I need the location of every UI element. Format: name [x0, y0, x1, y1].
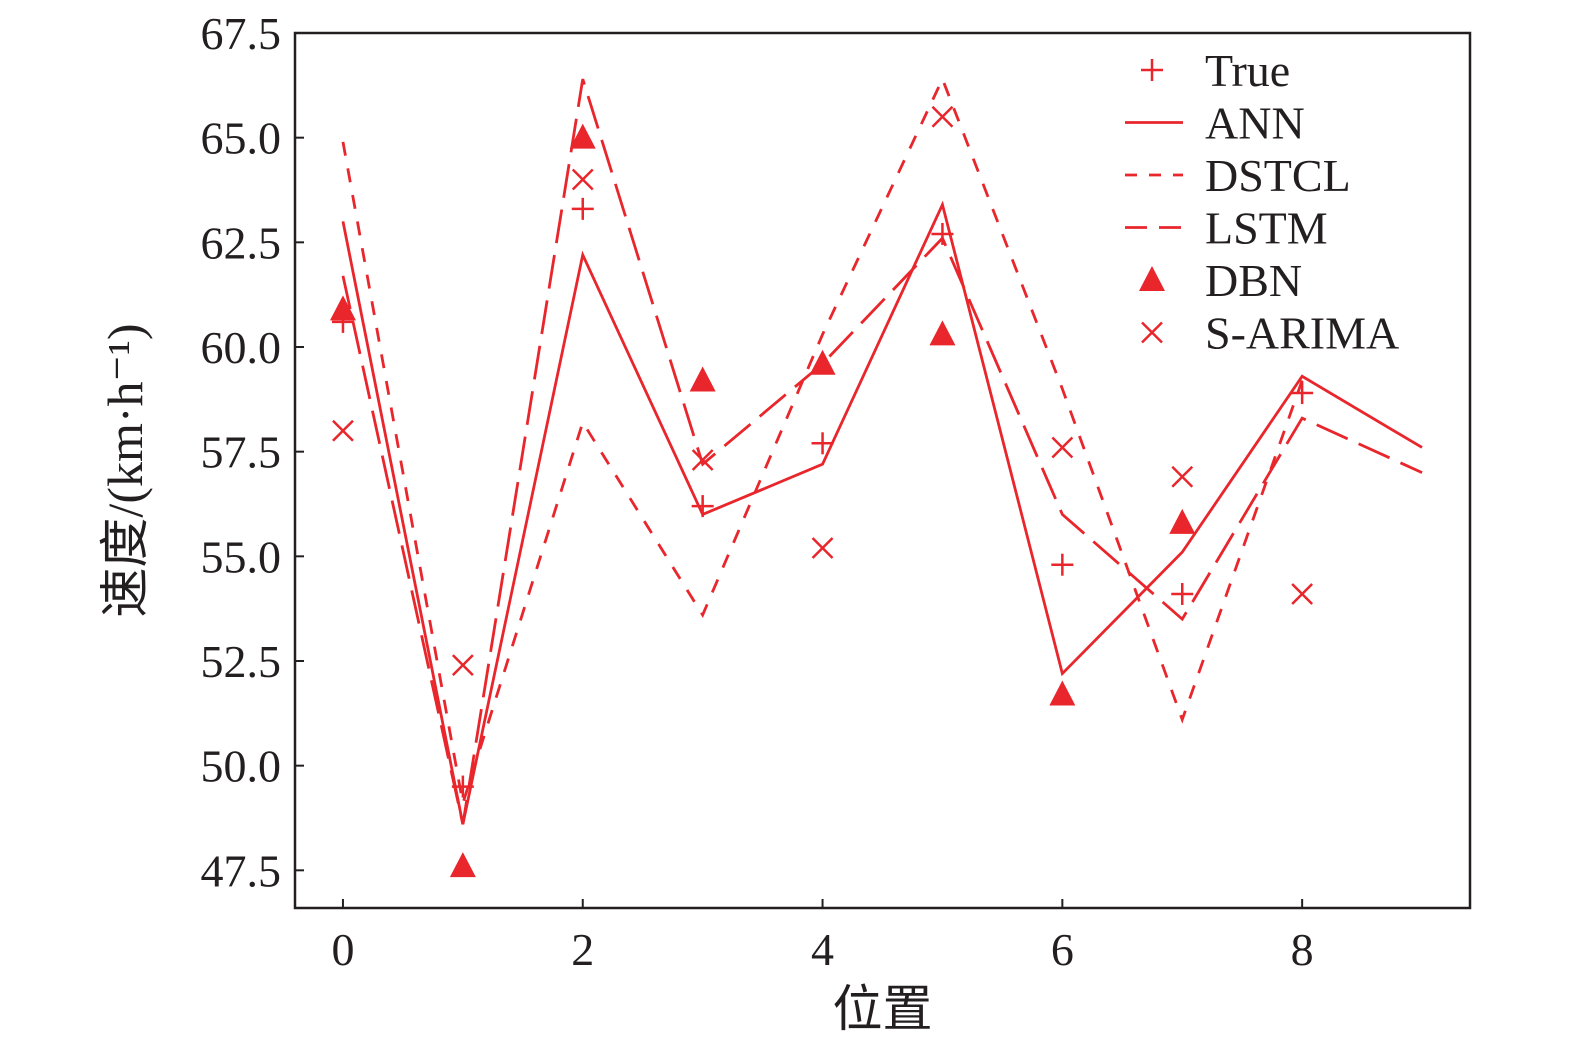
data-point-true: [1171, 583, 1194, 606]
x-tick-label: 0: [331, 924, 354, 975]
legend-label: DBN: [1205, 255, 1302, 306]
data-point-true: [691, 495, 714, 518]
data-point-s-arima: [451, 654, 474, 677]
series-markers: [329, 105, 1314, 878]
y-tick-label: 62.5: [201, 217, 282, 268]
y-tick-label: 60.0: [201, 322, 282, 373]
data-point-s-arima: [1051, 436, 1074, 459]
legend-item-dbn: DBN: [1139, 255, 1302, 306]
y-tick-label: 57.5: [201, 427, 282, 478]
data-point-true: [931, 222, 954, 245]
data-point-true: [1291, 382, 1314, 405]
y-axis-title: 速度/(km·h⁻¹): [97, 323, 153, 617]
data-point-s-arima: [332, 419, 354, 442]
legend-label: DSTCL: [1205, 150, 1351, 201]
data-point-dbn: [809, 349, 836, 375]
series-line-lstm: [341, 78, 1423, 825]
legend-item-s-arima: S-ARIMA: [1141, 308, 1399, 359]
data-point-dbn: [1169, 508, 1196, 534]
data-point-true: [571, 197, 594, 220]
plot-frame: [293, 31, 1472, 910]
legend-item-lstm: LSTM: [1125, 203, 1328, 254]
y-tick-label: 50.0: [201, 741, 282, 792]
data-point-s-arima: [691, 449, 714, 471]
data-point-dbn: [929, 320, 956, 346]
data-point-true: [1051, 553, 1074, 576]
x-tick-label: 4: [811, 924, 834, 975]
legend-marker-icon: [1141, 321, 1163, 344]
data-point-s-arima: [1171, 465, 1194, 488]
legend-label: S-ARIMA: [1205, 308, 1399, 359]
data-point-s-arima: [571, 168, 594, 191]
series-lines: [341, 75, 1423, 825]
data-point-dbn: [1049, 680, 1076, 706]
y-tick-label: 65.0: [201, 113, 282, 164]
data-point-s-arima: [931, 105, 954, 128]
y-tick-label: 55.0: [201, 531, 282, 582]
legend-item-true: True: [1141, 45, 1290, 96]
data-point-dbn: [689, 366, 716, 392]
series-line-ann: [341, 200, 1423, 825]
x-axis-title: 位置: [833, 981, 933, 1037]
y-tick-label: 67.5: [201, 8, 282, 59]
data-point-dbn: [329, 295, 356, 321]
legend-label: LSTM: [1205, 203, 1328, 254]
x-tick-label: 2: [571, 924, 594, 975]
legend-marker-icon: [1141, 59, 1163, 81]
data-point-s-arima: [811, 537, 834, 559]
data-point-true: [451, 775, 474, 798]
x-tick-label: 6: [1051, 924, 1074, 975]
data-point-dbn: [449, 852, 476, 878]
data-point-dbn: [569, 123, 596, 149]
legend-item-dstcl: DSTCL: [1125, 150, 1351, 201]
data-point-s-arima: [1291, 583, 1314, 605]
legend-marker-icon: [1139, 266, 1165, 291]
y-tick-label: 52.5: [201, 636, 282, 687]
legend-label: ANN: [1205, 98, 1305, 149]
data-point-true: [811, 432, 834, 455]
y-axis: 47.5 50.0 52.5 55.0 57.5 60.0 62.5 65.0 67.5: [201, 8, 304, 896]
legend-item-ann: ANN: [1125, 98, 1305, 149]
x-axis: 0 2 4 6 8: [331, 899, 1314, 975]
y-tick-label: 47.5: [201, 845, 282, 896]
series-line-dstcl: [341, 75, 1304, 804]
x-tick-label: 8: [1291, 924, 1314, 975]
legend-label: True: [1205, 45, 1290, 96]
